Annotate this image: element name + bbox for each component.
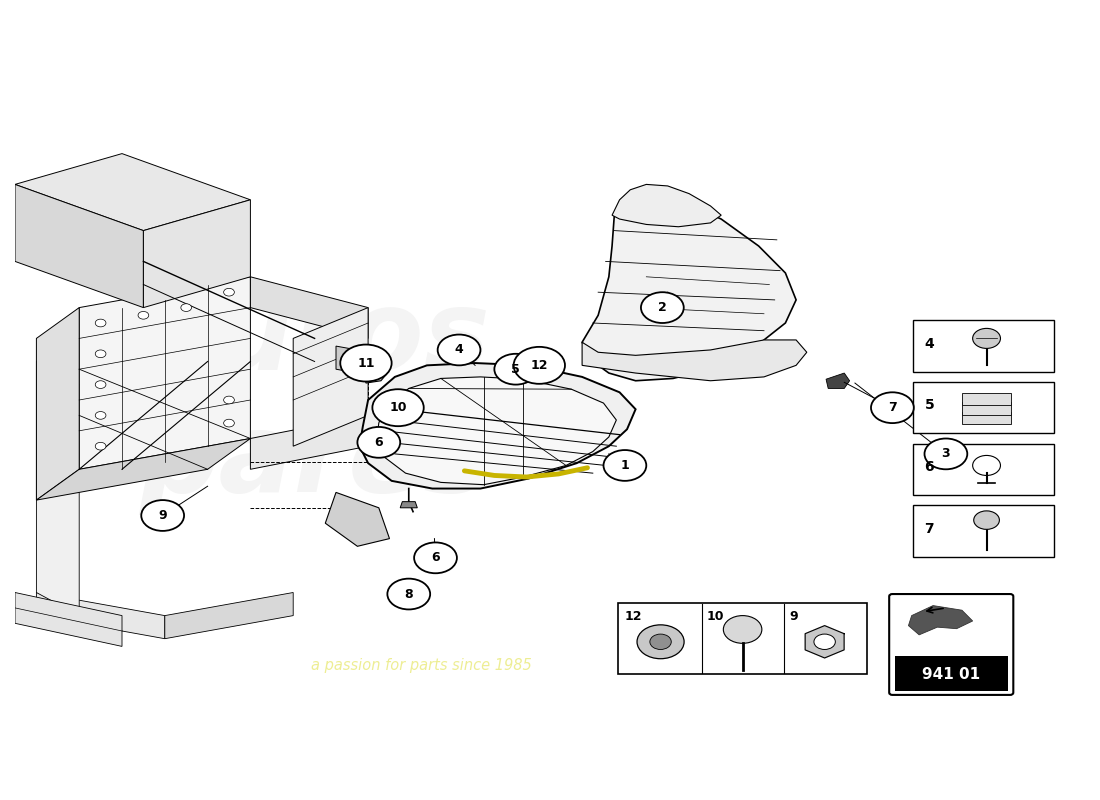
Text: 2: 2 [658,301,667,314]
Circle shape [141,500,184,531]
Circle shape [924,438,967,470]
Polygon shape [294,307,368,446]
Polygon shape [15,154,251,230]
FancyBboxPatch shape [961,402,1011,414]
Polygon shape [79,277,251,470]
Circle shape [972,455,1001,475]
FancyBboxPatch shape [889,594,1013,695]
Circle shape [724,615,762,643]
Circle shape [637,625,684,658]
Polygon shape [36,315,165,385]
Polygon shape [15,184,143,307]
Polygon shape [251,415,368,470]
Circle shape [373,390,424,426]
Text: 6: 6 [374,436,383,449]
Circle shape [650,634,671,650]
Polygon shape [360,363,636,489]
Polygon shape [336,346,378,377]
Polygon shape [36,307,79,500]
Text: 1: 1 [620,459,629,472]
Polygon shape [251,277,368,338]
Circle shape [96,411,106,419]
Text: 941 01: 941 01 [922,666,980,682]
FancyBboxPatch shape [913,443,1054,495]
Text: 9: 9 [789,610,797,623]
Polygon shape [376,377,616,485]
Circle shape [96,381,106,389]
Circle shape [514,347,565,384]
FancyBboxPatch shape [961,393,1011,406]
Circle shape [223,288,234,296]
FancyBboxPatch shape [618,603,867,674]
Circle shape [139,311,148,319]
Circle shape [96,350,106,358]
FancyBboxPatch shape [961,411,1011,424]
Circle shape [604,450,647,481]
Text: 4: 4 [924,337,934,350]
Polygon shape [165,593,294,638]
Circle shape [438,334,481,366]
Polygon shape [36,593,165,638]
Text: 5: 5 [512,362,520,376]
Circle shape [96,319,106,327]
Text: 11: 11 [358,357,375,370]
Text: 10: 10 [389,401,407,414]
Text: 8: 8 [405,587,414,601]
Text: 9: 9 [158,509,167,522]
Text: 7: 7 [924,522,934,535]
Circle shape [974,511,1000,530]
Circle shape [223,396,234,404]
Polygon shape [15,593,122,646]
FancyBboxPatch shape [913,320,1054,372]
Text: 12: 12 [530,359,548,372]
Polygon shape [582,192,796,381]
FancyBboxPatch shape [913,505,1054,557]
Polygon shape [36,438,251,500]
Circle shape [358,427,400,458]
Polygon shape [909,606,972,635]
Circle shape [414,542,456,574]
Polygon shape [400,502,417,508]
Circle shape [871,392,914,423]
Polygon shape [805,626,844,658]
Text: 6: 6 [924,460,934,474]
Circle shape [972,328,1001,349]
Circle shape [494,354,537,385]
Text: 12: 12 [625,610,642,623]
Circle shape [96,442,106,450]
Text: 6: 6 [431,551,440,564]
Text: 4: 4 [454,343,463,357]
Circle shape [387,578,430,610]
FancyBboxPatch shape [894,657,1008,691]
Text: 10: 10 [707,610,725,623]
Circle shape [641,292,684,323]
Polygon shape [143,200,251,307]
Polygon shape [364,366,387,383]
Circle shape [814,634,835,650]
Circle shape [223,419,234,427]
Text: a passion for parts since 1985: a passion for parts since 1985 [311,658,532,673]
Text: 7: 7 [888,401,896,414]
Text: 3: 3 [942,447,950,460]
Polygon shape [612,184,722,226]
FancyBboxPatch shape [913,382,1054,434]
Polygon shape [326,492,389,546]
Text: 5: 5 [924,398,934,412]
Polygon shape [826,373,849,389]
Polygon shape [36,362,79,616]
Circle shape [340,345,392,382]
Circle shape [180,304,191,311]
Text: euros
pares: euros pares [139,285,491,515]
Polygon shape [582,340,806,381]
